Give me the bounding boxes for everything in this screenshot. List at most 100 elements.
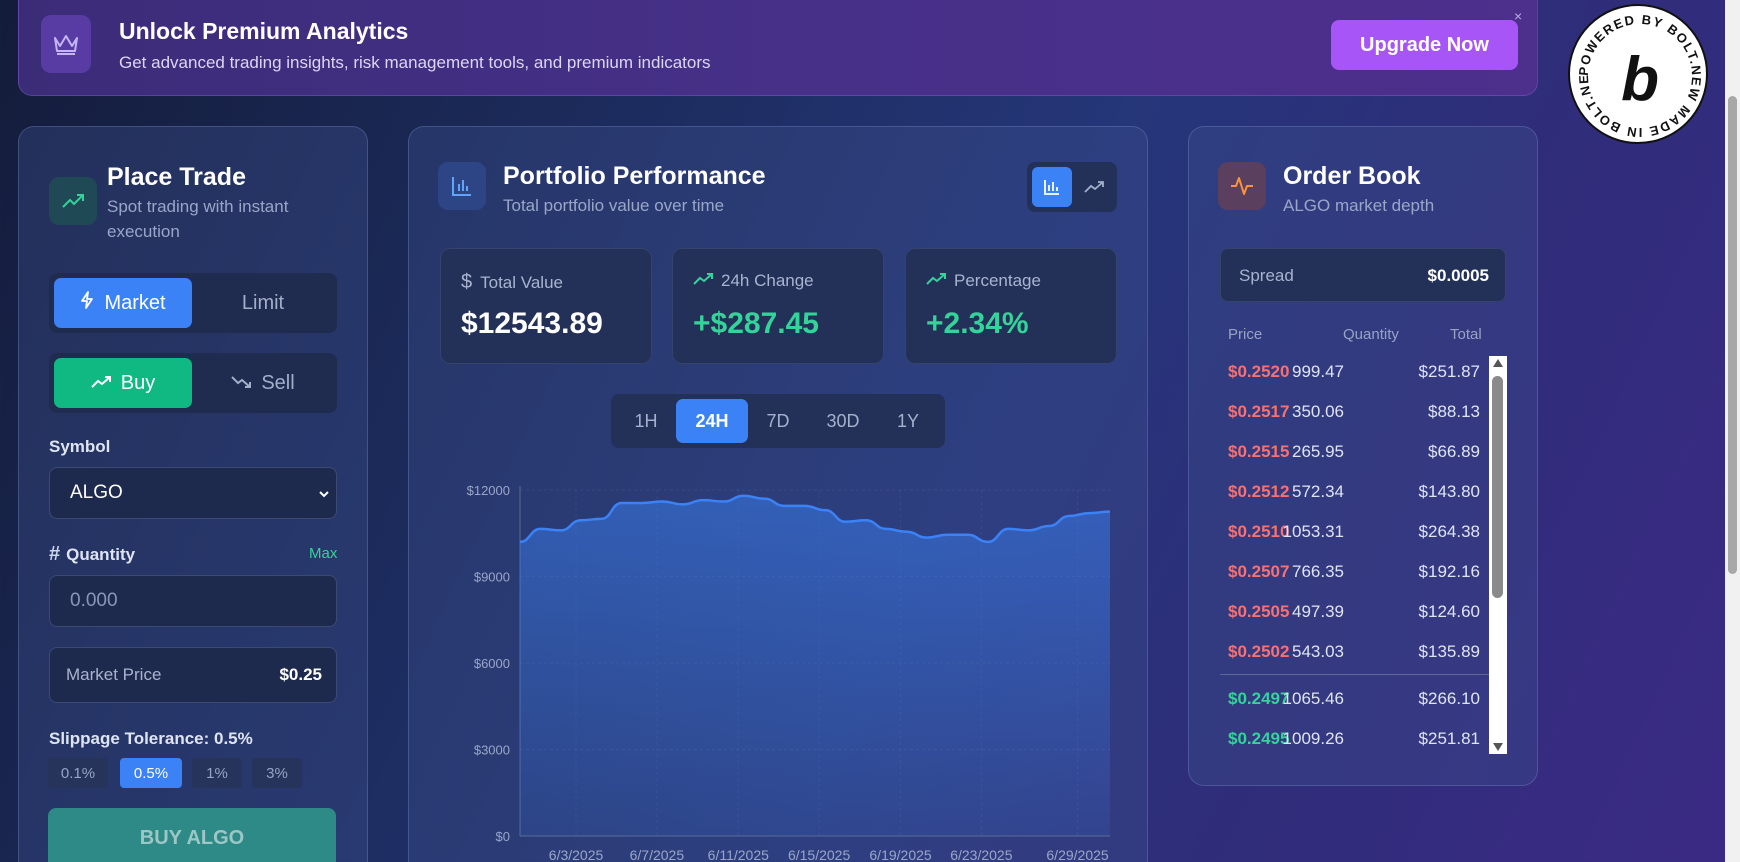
- ask-quantity: 350.06: [1292, 402, 1344, 421]
- quantity-input[interactable]: 0.000: [49, 575, 337, 627]
- place-trade-card: Place Trade Spot trading with instant ex…: [18, 126, 368, 862]
- market-price-box: Market Price $0.25: [49, 647, 337, 703]
- bid-quantity: 1065.46: [1282, 689, 1344, 708]
- bid-price: $0.2495: [1228, 729, 1290, 748]
- ask-row[interactable]: $0.2512 572.34 $143.80: [1228, 472, 1480, 512]
- bid-quantity: 1009.26: [1282, 729, 1344, 748]
- stat-value: +$287.45: [693, 307, 819, 340]
- trending-up-icon: [1084, 181, 1104, 193]
- ask-quantity: 543.03: [1292, 642, 1344, 661]
- close-icon[interactable]: ×: [1514, 8, 1523, 24]
- quantity-label: Quantity: [66, 544, 136, 564]
- bolt-badge-logo: POWERED BY BOLT.NEW MADE IN BOLT.NEW b: [1563, 0, 1703, 140]
- col-total: Total: [1450, 326, 1482, 343]
- ask-row[interactable]: $0.2510 1053.31 $264.38: [1228, 512, 1480, 552]
- ask-row[interactable]: $0.2505 497.39 $124.60: [1228, 592, 1480, 632]
- y-tick-label: $12000: [467, 483, 510, 498]
- stat-24h-change: 24h Change +$287.45: [672, 248, 884, 364]
- scroll-down-icon[interactable]: [1493, 743, 1503, 751]
- market-label: Market: [104, 291, 166, 314]
- ask-row[interactable]: $0.2520 999.47 $251.87: [1228, 352, 1480, 392]
- ask-quantity: 1053.31: [1282, 522, 1344, 541]
- quantity-label-row: # Quantity: [49, 543, 135, 566]
- spread-value: $0.0005: [1427, 266, 1489, 285]
- area-fill: [520, 495, 1110, 836]
- hash-icon: #: [49, 543, 61, 565]
- slippage-label: Slippage Tolerance: 0.5%: [49, 729, 253, 748]
- bid-row[interactable]: $0.2497 1065.46 $266.10: [1228, 679, 1480, 719]
- banner-subtitle: Get advanced trading insights, risk mana…: [119, 53, 711, 72]
- sell-tab[interactable]: Sell: [194, 358, 332, 408]
- buy-tab[interactable]: Buy: [54, 358, 192, 408]
- bid-price: $0.2497: [1228, 689, 1290, 708]
- chart-view-toggle: [1027, 162, 1117, 212]
- ask-bid-divider: [1220, 674, 1490, 675]
- bid-row[interactable]: $0.2495 1009.26 $251.81: [1228, 719, 1480, 759]
- ask-total: $192.16: [1418, 562, 1480, 581]
- slippage-option-0.1[interactable]: 0.1%: [48, 758, 108, 788]
- limit-tab[interactable]: Limit: [194, 278, 332, 328]
- range-1h[interactable]: 1H: [634, 410, 658, 431]
- x-tick-label: 6/7/2025: [630, 847, 685, 862]
- ask-quantity: 265.95: [1292, 442, 1344, 461]
- side-toggle: Buy Sell: [49, 353, 337, 413]
- max-button[interactable]: Max: [309, 545, 338, 562]
- ask-quantity: 766.35: [1292, 562, 1344, 581]
- quantity-placeholder: 0.000: [70, 590, 118, 611]
- range-24h[interactable]: 24H: [676, 399, 748, 443]
- lightning-icon: [80, 291, 94, 315]
- bar-view-button[interactable]: [1032, 167, 1072, 207]
- y-tick-label: $9000: [474, 570, 510, 585]
- sell-label: Sell: [261, 371, 295, 394]
- x-tick-label: 6/3/2025: [549, 847, 604, 862]
- crown-icon: [41, 15, 91, 73]
- trending-up-icon: [926, 271, 946, 291]
- order-book-title: Order Book: [1283, 162, 1421, 190]
- scroll-up-icon[interactable]: [1493, 359, 1503, 367]
- slippage-option-0.5[interactable]: 0.5%: [120, 758, 182, 788]
- slippage-option-1[interactable]: 1%: [192, 758, 242, 788]
- ask-row[interactable]: $0.2515 265.95 $66.89: [1228, 432, 1480, 472]
- order-book-card: [1188, 126, 1538, 786]
- trending-up-icon: [91, 372, 111, 395]
- market-tab[interactable]: Market: [54, 278, 192, 328]
- bolt-badge[interactable]: POWERED BY BOLT.NEW MADE IN BOLT.NEW b: [1563, 0, 1708, 144]
- ask-row[interactable]: $0.2507 766.35 $192.16: [1228, 552, 1480, 592]
- y-tick-label: $3000: [474, 743, 510, 758]
- ask-quantity: 572.34: [1292, 482, 1344, 501]
- ask-total: $88.13: [1428, 402, 1480, 421]
- order-book-scrollbar[interactable]: [1489, 356, 1507, 754]
- ask-row[interactable]: $0.2517 350.06 $88.13: [1228, 392, 1480, 432]
- slippage-option-3[interactable]: 3%: [252, 758, 302, 788]
- ask-price: $0.2515: [1228, 442, 1290, 461]
- symbol-label: Symbol: [49, 437, 111, 456]
- range-30d[interactable]: 30D: [826, 410, 860, 431]
- stat-total-value: $ Total Value $12543.89: [440, 248, 652, 364]
- x-tick-label: 6/11/2025: [708, 847, 769, 862]
- place-trade-title: Place Trade: [107, 163, 246, 191]
- ask-price: $0.2507: [1228, 562, 1290, 581]
- bid-total: $251.81: [1418, 729, 1480, 748]
- limit-label: Limit: [241, 291, 285, 314]
- buy-algo-button[interactable]: BUY ALGO: [48, 808, 336, 862]
- ask-row[interactable]: $0.2502 543.03 $135.89: [1228, 632, 1480, 672]
- ask-price: $0.2502: [1228, 642, 1290, 661]
- page-scrollbar-thumb[interactable]: [1728, 96, 1737, 574]
- upgrade-button[interactable]: Upgrade Now: [1331, 20, 1518, 70]
- symbol-select[interactable]: ALGO: [49, 467, 337, 519]
- ask-price: $0.2510: [1228, 522, 1290, 541]
- ask-price: $0.2517: [1228, 402, 1290, 421]
- range-7d[interactable]: 7D: [766, 410, 790, 431]
- stat-value: $12543.89: [461, 307, 603, 340]
- trending-down-icon: [231, 372, 252, 395]
- range-1y[interactable]: 1Y: [896, 410, 920, 431]
- bar-chart-icon: [438, 162, 486, 210]
- stat-label: Total Value: [480, 272, 563, 292]
- scrollbar-thumb[interactable]: [1492, 376, 1503, 598]
- place-trade-subtitle-1: Spot trading with instant: [107, 197, 289, 216]
- banner-title: Unlock Premium Analytics: [119, 18, 409, 44]
- portfolio-subtitle: Total portfolio value over time: [503, 196, 725, 215]
- portfolio-chart: $0 $3000 $6000 $9000 $12000 6/3/2025 6/7/2025 6…: [467, 483, 1111, 862]
- series-line: [519, 494, 1111, 544]
- line-view-button[interactable]: [1074, 167, 1114, 207]
